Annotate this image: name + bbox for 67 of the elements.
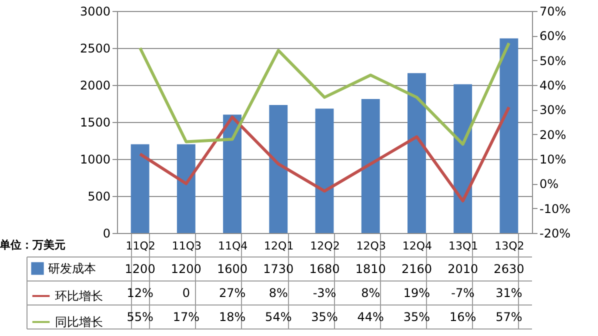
legend-label: 同比增长 — [55, 315, 103, 329]
x-tick-label: 12Q4 — [402, 240, 432, 252]
data-label: 16% — [449, 310, 476, 324]
bar — [269, 104, 288, 233]
x-tick-label: 13Q1 — [448, 240, 478, 252]
data-label: 57% — [496, 310, 522, 324]
data-label: 1680 — [309, 262, 340, 276]
y2-tick-label: 10% — [540, 152, 566, 166]
data-label: 18% — [218, 310, 246, 324]
x-tick-label: 12Q1 — [264, 240, 294, 252]
data-label: 1200 — [124, 262, 156, 276]
data-label: 44% — [357, 310, 384, 324]
bar — [130, 144, 150, 233]
x-tick-label: 12Q3 — [356, 240, 386, 252]
bar — [315, 108, 334, 233]
data-label: 0 — [182, 286, 190, 300]
data-label: 1600 — [217, 262, 248, 276]
bar — [223, 114, 242, 233]
data-label: 8% — [361, 286, 380, 300]
data-label: 2160 — [401, 262, 432, 276]
line-series — [138, 42, 510, 146]
x-tick-label: 11Q3 — [172, 240, 202, 252]
data-label: 12% — [126, 286, 154, 300]
data-label: -7% — [451, 286, 475, 300]
y-tick-label: 1500 — [80, 116, 110, 130]
data-label: 19% — [403, 286, 430, 300]
y-tick-label: 1000 — [80, 152, 110, 166]
data-label: 1810 — [355, 262, 386, 276]
x-tick-label: 13Q2 — [494, 240, 524, 252]
x-tick-label: 11Q2 — [126, 240, 156, 252]
data-label: 54% — [265, 310, 292, 324]
x-tick-label: 12Q2 — [310, 240, 340, 252]
y-tick-label: 0 — [102, 226, 110, 240]
y2-tick-label: -20% — [540, 226, 571, 240]
data-label: 55% — [126, 310, 154, 324]
data-label: 27% — [218, 286, 246, 300]
y-tick-label: 2500 — [80, 42, 110, 56]
bar — [361, 99, 380, 233]
data-label: -3% — [312, 286, 336, 300]
data-label: 1200 — [170, 262, 202, 276]
y2-tick-label: 50% — [540, 54, 566, 68]
x-tick-label: 11Q4 — [218, 240, 248, 252]
bar — [176, 144, 196, 233]
y2-tick-label: 30% — [540, 103, 566, 118]
y2-tick-label: -10% — [540, 202, 571, 216]
line-series — [138, 106, 510, 202]
legend-label: 研发成本 — [48, 262, 96, 276]
bar — [500, 38, 518, 233]
data-label: 2630 — [494, 262, 524, 276]
data-label: 35% — [403, 310, 430, 324]
bar — [454, 84, 472, 233]
y-tick-label: 500 — [88, 190, 110, 204]
data-label: 8% — [268, 286, 288, 300]
y2-tick-label: 60% — [540, 29, 566, 44]
data-label: 2010 — [448, 262, 478, 276]
y2-tick-label: 40% — [540, 78, 566, 92]
data-label: 1730 — [263, 262, 294, 276]
bar — [408, 73, 426, 233]
data-label: 17% — [172, 310, 200, 324]
data-label: 31% — [496, 286, 522, 300]
data-label: 35% — [311, 310, 338, 324]
y2-tick-label: 0% — [540, 177, 559, 192]
y2-tick-label: 20% — [540, 128, 566, 142]
y-tick-label: 2000 — [80, 78, 110, 92]
legend-label: 环比增长 — [55, 289, 103, 303]
y2-tick-label: 70% — [540, 4, 566, 18]
y-tick-label: 3000 — [80, 4, 110, 18]
